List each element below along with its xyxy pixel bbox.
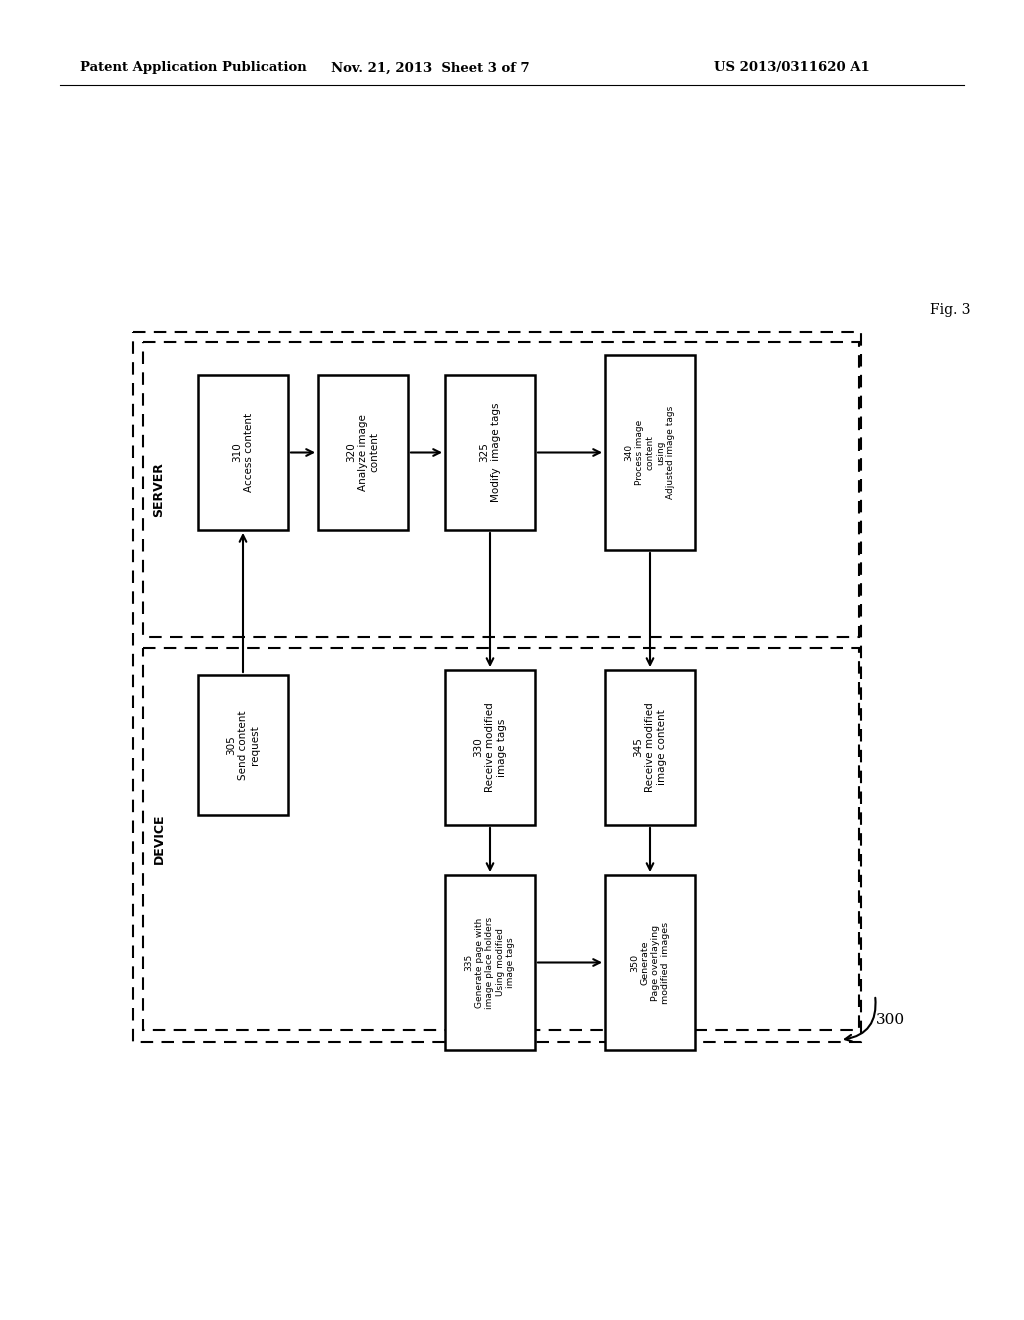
Text: Nov. 21, 2013  Sheet 3 of 7: Nov. 21, 2013 Sheet 3 of 7 <box>331 62 529 74</box>
Bar <box>605 671 695 825</box>
Text: SERVER: SERVER <box>153 462 166 517</box>
Text: Patent Application Publication: Patent Application Publication <box>80 62 307 74</box>
Bar <box>133 333 861 1041</box>
Text: 320
Analyze image
content: 320 Analyze image content <box>346 414 380 491</box>
Text: 325
Modify  image tags: 325 Modify image tags <box>479 403 501 502</box>
Bar <box>445 375 535 531</box>
Bar <box>445 875 535 1049</box>
Bar <box>143 342 859 638</box>
Text: 310
Access content: 310 Access content <box>232 413 254 492</box>
Bar <box>445 671 535 825</box>
Text: DEVICE: DEVICE <box>153 813 166 865</box>
Bar <box>605 875 695 1049</box>
Bar <box>318 375 408 531</box>
Text: Fig. 3: Fig. 3 <box>930 304 971 317</box>
Text: 330
Receive modified
image tags: 330 Receive modified image tags <box>473 702 507 792</box>
Text: 300: 300 <box>876 1012 904 1027</box>
Text: US 2013/0311620 A1: US 2013/0311620 A1 <box>715 62 870 74</box>
FancyArrowPatch shape <box>845 998 876 1041</box>
Bar <box>198 675 288 814</box>
Bar <box>143 648 859 1030</box>
Text: 350
Generate
Page overlaying
modified  images: 350 Generate Page overlaying modified im… <box>630 921 670 1003</box>
Text: 305
Send content
request: 305 Send content request <box>226 710 260 780</box>
Bar <box>605 355 695 550</box>
Text: 335
Generate page with
image place holders
Using modified
image tags: 335 Generate page with image place holde… <box>465 916 515 1008</box>
Bar <box>198 375 288 531</box>
Text: 340
Process image
content
using
Adjusted image tags: 340 Process image content using Adjusted… <box>625 405 675 499</box>
Text: 345
Receive modified
image content: 345 Receive modified image content <box>634 702 667 792</box>
